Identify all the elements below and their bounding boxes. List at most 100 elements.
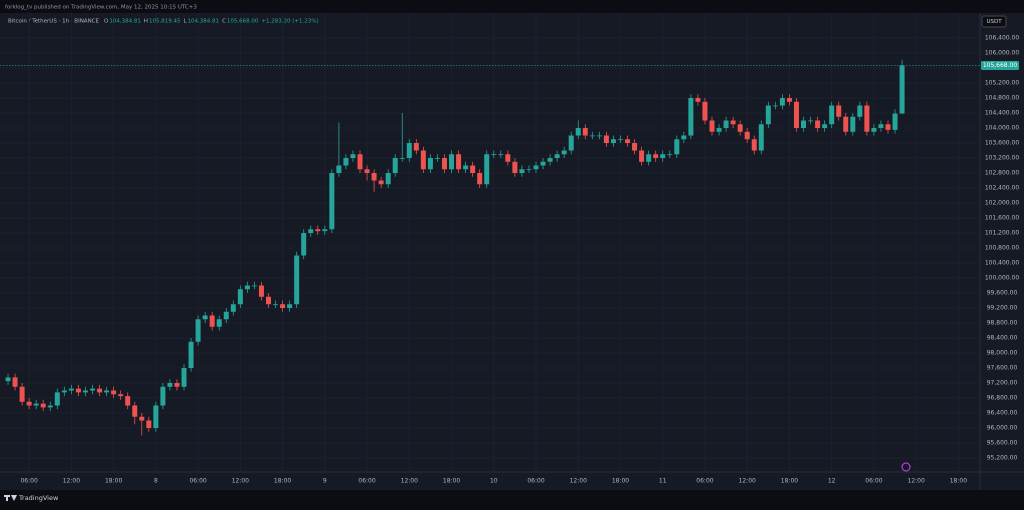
candle-body <box>716 128 722 132</box>
candle-body <box>40 403 46 408</box>
candle-body <box>167 383 173 387</box>
brand-logo <box>4 495 17 501</box>
candle-body <box>801 120 807 129</box>
y-tick-label: 102,000.00 <box>985 200 1020 207</box>
candle-body <box>441 158 447 170</box>
x-tick-label: 12:00 <box>401 478 418 485</box>
candle-body <box>392 158 398 174</box>
y-tick-label: 96,000.00 <box>987 425 1018 432</box>
candle-body <box>596 135 602 137</box>
candle-body <box>434 158 440 159</box>
candle-body <box>336 165 342 174</box>
ohlc-value: 105,819.45 <box>149 19 181 25</box>
currency-box[interactable] <box>981 15 1007 28</box>
x-tick-label: 18:00 <box>612 478 629 485</box>
change: +1,283.20 (+1.23%) <box>261 19 318 25</box>
ohlc-key: H <box>144 19 148 25</box>
candle-body <box>885 124 891 130</box>
candle-body <box>301 233 307 256</box>
candle-body <box>265 296 271 305</box>
candle-body <box>723 120 729 129</box>
candle-body <box>681 135 687 140</box>
candle-body <box>843 116 849 132</box>
candle-body <box>610 139 616 144</box>
candle-body <box>244 285 250 290</box>
candle-body <box>470 165 476 174</box>
candle-body <box>526 169 532 171</box>
candle-body <box>385 173 391 185</box>
x-tick-label: 8 <box>154 478 158 485</box>
candle-body <box>75 388 81 393</box>
candle-body <box>547 158 553 162</box>
candle-body <box>33 403 39 406</box>
x-tick-label: 10 <box>490 478 498 485</box>
candle-body <box>646 154 652 162</box>
y-tick-label: 104,400.00 <box>985 110 1020 117</box>
candle-body <box>202 315 208 320</box>
candle-body <box>575 128 581 136</box>
candle-body <box>730 120 736 125</box>
candle-body <box>287 304 293 309</box>
candle-body <box>709 120 715 132</box>
candle-body <box>850 116 856 132</box>
candle-body <box>688 98 694 136</box>
candle-body <box>188 341 194 369</box>
candle-body <box>744 131 750 140</box>
candle-body <box>209 315 215 327</box>
candle-body <box>793 101 799 129</box>
x-tick-label: 12:00 <box>63 478 80 485</box>
x-tick-label: 18:00 <box>781 478 798 485</box>
symbol: Bitcoin / TetherUS · 1h · BINANCE <box>8 19 100 25</box>
candle-body <box>561 150 567 155</box>
candle-body <box>625 139 631 144</box>
candle-body <box>878 124 884 129</box>
candle-body <box>90 388 96 391</box>
x-tick-label: 12:00 <box>739 478 756 485</box>
published-note: forklog_tv published on TradingView.com,… <box>5 5 197 11</box>
y-tick-label: 96,400.00 <box>987 410 1018 417</box>
candle-body <box>111 390 117 395</box>
y-tick-label: 99,600.00 <box>987 290 1018 297</box>
candle-body <box>230 304 236 312</box>
ohlc-key: O <box>104 19 109 25</box>
candle-body <box>822 124 828 129</box>
candle-body <box>589 135 595 137</box>
candle-body <box>667 154 673 156</box>
y-tick-label: 102,800.00 <box>985 170 1020 177</box>
candle-body <box>413 143 419 151</box>
candle-body <box>519 169 525 174</box>
candle-body <box>660 154 666 159</box>
candle-body <box>406 143 412 159</box>
y-tick-label: 106,000.00 <box>985 50 1020 57</box>
candle-body <box>857 105 863 117</box>
candle-body <box>463 165 469 170</box>
icon[interactable] <box>901 462 911 472</box>
brand: TradingView <box>18 494 59 502</box>
candle-body <box>350 154 356 159</box>
candle-body <box>420 150 426 170</box>
candle-body <box>82 390 88 393</box>
candle-body <box>294 255 300 305</box>
x-tick-label: 06:00 <box>20 478 37 485</box>
x-tick-label: 11 <box>659 478 667 485</box>
candle-body <box>237 289 243 305</box>
candle-body <box>505 154 511 162</box>
candle-body <box>864 105 870 132</box>
candle-body <box>632 143 638 151</box>
x-tick-label: 06:00 <box>696 478 713 485</box>
y-tick-label: 101,600.00 <box>985 215 1020 222</box>
candle-body <box>786 98 792 102</box>
x-tick-label: 18:00 <box>443 478 460 485</box>
candle-body <box>758 124 764 151</box>
y-tick-label: 100,800.00 <box>985 245 1020 252</box>
candle-body <box>399 158 405 159</box>
candle-body <box>357 154 363 170</box>
candle-body <box>68 388 74 391</box>
candle-body <box>779 98 785 106</box>
x-tick-label: 12:00 <box>908 478 925 485</box>
candle-body <box>308 229 314 234</box>
currency[interactable]: USDT <box>986 19 1002 25</box>
ohlc-value: 105,668.00 <box>227 19 259 25</box>
candle-body <box>484 154 490 185</box>
